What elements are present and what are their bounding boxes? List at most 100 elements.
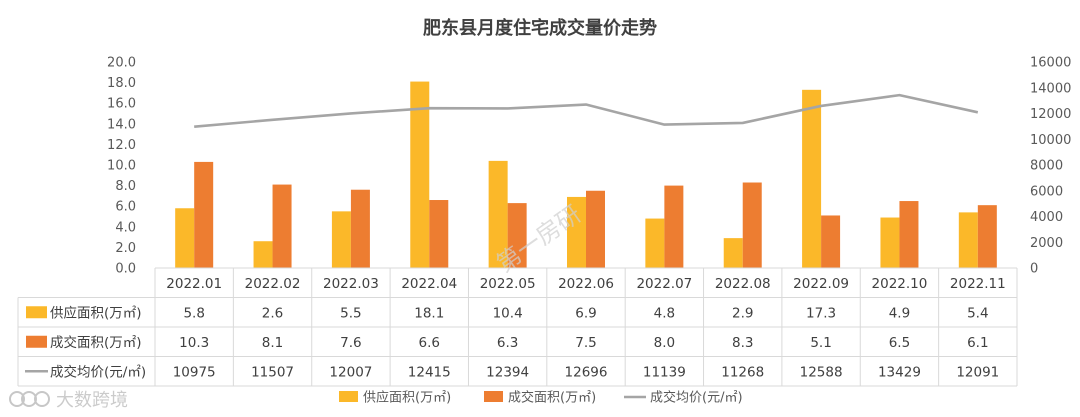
table-data-label: 11268	[721, 364, 764, 380]
legend-label: 成交均价(元/㎡)	[650, 390, 743, 406]
supply-bar	[645, 218, 665, 268]
right-axis-tick-label: 8000	[1030, 159, 1063, 174]
deal-bar	[272, 184, 292, 268]
supply-bar	[253, 241, 273, 268]
table-data-label: 11139	[643, 364, 686, 380]
table-category-label: 2022.03	[323, 276, 379, 292]
deal-bar	[194, 161, 214, 268]
data-table: 2022.01 2022.02 2022.03 2022.04 2022.05 2022.…	[17, 267, 1018, 387]
right-axis: 0 2000 4000 6000 8000 10000 12000 14000 16000	[1030, 56, 1071, 277]
left-axis-tick-label: 2.0	[115, 241, 136, 256]
right-axis-tick-label: 2000	[1030, 236, 1063, 251]
right-axis-tick-label: 14000	[1030, 81, 1071, 96]
table-data-label: 6.6	[419, 335, 440, 351]
table-category-label: 2022.06	[558, 276, 614, 292]
right-axis-tick-label: 16000	[1030, 56, 1071, 71]
supply-bar	[958, 212, 978, 268]
table-data-label: 5.1	[810, 335, 831, 351]
legend-swatch	[339, 391, 358, 402]
price-line	[194, 93, 979, 128]
table-data-label: 12007	[329, 364, 372, 380]
table-data-label: 6.3	[497, 335, 518, 351]
table-category-label: 2022.02	[245, 276, 301, 292]
left-axis-tick-label: 10.0	[107, 159, 136, 174]
table-data-label: 10975	[173, 364, 216, 380]
table-data-label: 6.5	[889, 335, 910, 351]
right-axis-tick-label: 0	[1030, 262, 1038, 277]
table-data-label: 8.0	[654, 335, 675, 351]
table-data-label: 10.4	[493, 305, 523, 321]
right-axis-tick-label: 10000	[1030, 133, 1071, 148]
infinity-logo-icon	[9, 391, 50, 407]
table-data-label: 10.3	[179, 335, 209, 351]
left-axis-tick-label: 0.0	[115, 262, 136, 277]
bottom-left-watermark: 大数跨境	[9, 390, 128, 411]
table-data-label: 17.3	[806, 305, 836, 321]
supply-bar	[567, 196, 586, 268]
table-series-name: 成交面积(万㎡)	[50, 334, 142, 351]
deal-bar	[586, 190, 605, 268]
supply-bar	[802, 89, 822, 268]
table-legend-swatch	[26, 335, 47, 348]
table-category-label: 2022.09	[793, 276, 849, 292]
table-data-label: 5.5	[340, 305, 361, 321]
legend-label: 供应面积(万㎡)	[363, 390, 451, 406]
deal-bar	[821, 215, 841, 268]
table-data-label: 12091	[956, 364, 999, 380]
table-data-label: 11507	[251, 364, 294, 380]
table-data-label: 12588	[800, 364, 843, 380]
table-data-label: 4.8	[654, 305, 675, 321]
deal-bar	[899, 201, 919, 268]
bars	[175, 81, 997, 268]
left-axis-tick-label: 18.0	[107, 76, 136, 91]
supply-bar	[331, 211, 351, 268]
table-data-label: 12415	[408, 364, 451, 380]
table-data-label: 12696	[565, 364, 608, 380]
table-category-label: 2022.08	[715, 276, 771, 292]
left-axis-tick-label: 12.0	[107, 138, 136, 153]
table-data-label: 6.9	[575, 305, 596, 321]
right-axis-tick-label: 6000	[1030, 184, 1063, 199]
legend-swatch	[484, 391, 503, 402]
legend-label: 成交面积(万㎡)	[508, 390, 596, 406]
right-axis-tick-label: 12000	[1030, 107, 1071, 122]
left-axis-tick-label: 8.0	[115, 179, 136, 194]
bottom-left-watermark-text: 大数跨境	[56, 390, 128, 411]
left-axis-tick-label: 20.0	[107, 56, 136, 71]
table-category-label: 2022.11	[950, 276, 1006, 292]
price-series-line	[194, 93, 979, 128]
deal-bar	[742, 182, 762, 268]
table-data-label: 2.6	[262, 305, 283, 321]
left-axis-tick-label: 6.0	[115, 200, 136, 215]
deal-bar	[977, 205, 997, 268]
supply-bar	[175, 208, 195, 268]
table-data-label: 8.1	[262, 335, 283, 351]
table-category-label: 2022.05	[480, 276, 536, 292]
chart-title: 肥东县月度住宅成交量价走势	[422, 17, 657, 39]
table-legend-swatch	[26, 306, 47, 319]
table-data-label: 5.8	[183, 305, 204, 321]
supply-bar	[880, 217, 900, 268]
supply-bar	[488, 160, 508, 268]
legend: 供应面积(万㎡) 成交面积(万㎡) 成交均价(元/㎡)	[339, 390, 743, 406]
left-axis: 0.0 2.0 4.0 6.0 8.0 10.0 12.0 14.0 16.0 18.0 20.0	[107, 56, 136, 277]
table-data-label: 7.5	[575, 335, 596, 351]
table-data-label: 8.3	[732, 335, 753, 351]
left-axis-tick-label: 4.0	[115, 220, 136, 235]
table-category-label: 2022.10	[872, 276, 928, 292]
table-data-label: 7.6	[340, 335, 361, 351]
table-series-name: 供应面积(万㎡)	[50, 304, 142, 321]
right-axis-tick-label: 4000	[1030, 210, 1063, 225]
table-data-label: 6.1	[967, 335, 988, 351]
table-data-label: 18.1	[414, 305, 444, 321]
table-data-label: 12394	[486, 364, 529, 380]
table-data-label: 4.9	[889, 305, 910, 321]
supply-bar	[723, 238, 743, 268]
left-axis-tick-label: 14.0	[107, 117, 136, 132]
table-data-label: 5.4	[967, 305, 988, 321]
table-category-label: 2022.04	[401, 276, 457, 292]
deal-bar	[350, 189, 370, 268]
deal-bar	[507, 203, 527, 268]
left-axis-tick-label: 16.0	[107, 97, 136, 112]
